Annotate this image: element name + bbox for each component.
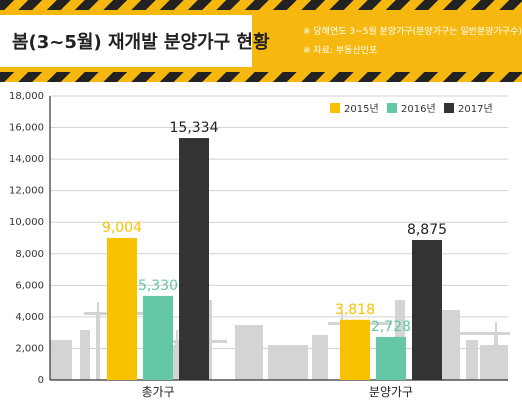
data-label: 9,004 (102, 220, 142, 236)
y-axis: 0 2,000 4,000 6,000 8,000 10,000 12,000 14,000 1… (9, 91, 51, 386)
category-label-box (138, 383, 178, 400)
crane-tower (96, 312, 100, 380)
skyline-building (312, 335, 328, 380)
y-tick-label: 6,000 (15, 280, 44, 291)
y-tick-label: 8,000 (15, 249, 44, 260)
bar-2016년-분양가구 (376, 336, 406, 380)
y-tick-label: 2,000 (15, 343, 44, 354)
legend-swatch (387, 103, 397, 113)
y-tick-label: 16,000 (9, 123, 44, 134)
warning-stripes-bottom (0, 72, 522, 82)
y-tick-label: 10,000 (9, 217, 44, 228)
crane-tower (494, 332, 498, 380)
bar-2017년-분양가구 (412, 239, 442, 380)
data-label: 8,875 (407, 222, 447, 238)
skyline-building (466, 340, 478, 380)
x-tick-label: 분양가구 (369, 385, 413, 399)
legend: 2015년 2016년 2017년 (330, 103, 493, 115)
skyline-building (235, 325, 263, 380)
bar-2015년-총가구 (107, 237, 137, 380)
y-tick-label: 0 (38, 375, 44, 386)
x-axis: 총가구 분양가구 (138, 383, 417, 400)
legend-label: 2016년 (401, 103, 436, 115)
crane-jib (446, 332, 510, 335)
y-tick-label: 4,000 (15, 312, 44, 323)
skyline-building (268, 345, 308, 380)
y-tick-label: 18,000 (9, 91, 44, 102)
legend-swatch (444, 103, 454, 113)
legend-label: 2017년 (458, 103, 493, 115)
notes: ※ 당해연도 3~5월 분양가구(분양가구는 일반분양가구수) ※ 자료: 부동… (303, 23, 522, 61)
y-tick-label: 14,000 (9, 154, 44, 165)
header-banner: 봄(3~5월) 재개발 분양가구 현황 ※ 당해연도 3~5월 분양가구(분양가… (0, 0, 522, 82)
warning-stripes-top (0, 0, 522, 10)
bar-2015년-분양가구 (340, 319, 370, 380)
legend-label: 2015년 (344, 103, 379, 115)
title-box: 봄(3~5월) 재개발 분양가구 현황 (0, 15, 270, 67)
note-period: ※ 당해연도 3~5월 분양가구(분양가구는 일반분양가구수) (303, 27, 522, 37)
data-label: 5,330 (138, 278, 178, 294)
skyline-building (80, 330, 90, 380)
x-tick-label: 총가구 (141, 385, 174, 399)
data-label: 3,818 (335, 302, 375, 318)
data-label: 15,334 (170, 120, 219, 136)
crane-tower (175, 340, 179, 380)
skyline-building (50, 340, 72, 380)
page-title: 봄(3~5월) 재개발 분양가구 현황 (12, 32, 270, 53)
bars (107, 138, 442, 380)
bar-2017년-총가구 (179, 138, 209, 380)
data-label: 2,728 (371, 319, 411, 335)
category-label-box (365, 383, 417, 400)
note-source: ※ 자료: 부동산인포 (303, 46, 378, 56)
legend-swatch (330, 103, 340, 113)
bar-chart: 0 2,000 4,000 6,000 8,000 10,000 12,000 14,000 1… (0, 82, 522, 405)
y-tick-label: 12,000 (9, 186, 44, 197)
bar-2016년-총가구 (143, 295, 173, 380)
